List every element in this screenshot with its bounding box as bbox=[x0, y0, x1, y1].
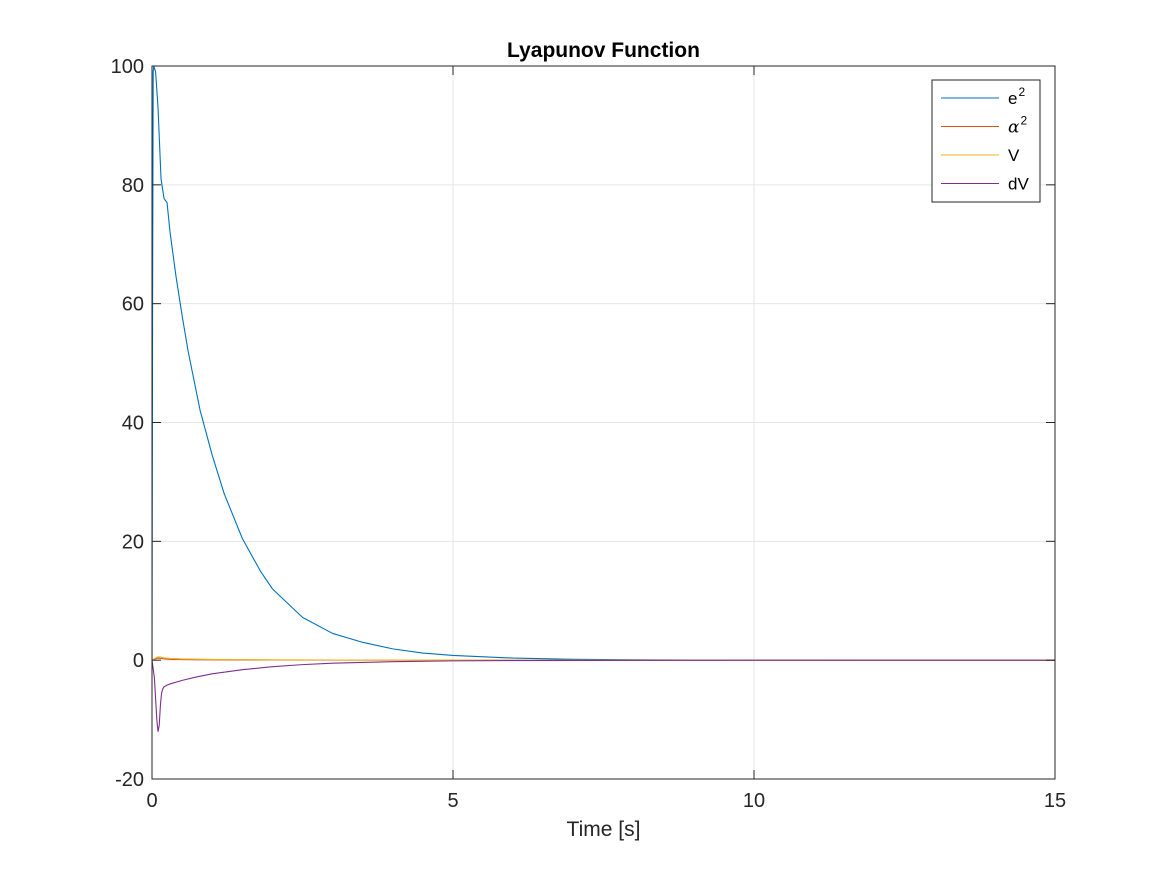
legend-label-alpha-squared: α2 bbox=[1008, 114, 1027, 138]
y-tick-label: 100 bbox=[111, 56, 144, 78]
y-tick-label: 40 bbox=[122, 413, 144, 435]
x-tick-label: 0 bbox=[146, 790, 157, 812]
x-axis-label: Time [s] bbox=[567, 818, 641, 841]
legend-box bbox=[931, 79, 1041, 203]
series-line-dv bbox=[152, 659, 1055, 733]
x-tick-label: 10 bbox=[743, 790, 765, 812]
plot-lines bbox=[152, 66, 1055, 733]
chart-title: Lyapunov Function bbox=[507, 39, 700, 62]
legend-label-v: V bbox=[1008, 146, 1020, 165]
y-tick-label: 0 bbox=[133, 650, 144, 672]
legend: e2 α2 VdV bbox=[931, 79, 1041, 203]
y-tick-label: 20 bbox=[122, 531, 144, 553]
x-tick-label: 5 bbox=[447, 790, 458, 812]
y-tick-label: -20 bbox=[115, 769, 144, 791]
legend-label-dv: dV bbox=[1008, 175, 1029, 194]
x-tick-label: 15 bbox=[1044, 790, 1066, 812]
legend-label-e-squared: e2 bbox=[1008, 85, 1025, 108]
y-tick-label: 80 bbox=[122, 175, 144, 197]
y-tick-label: 60 bbox=[122, 294, 144, 316]
